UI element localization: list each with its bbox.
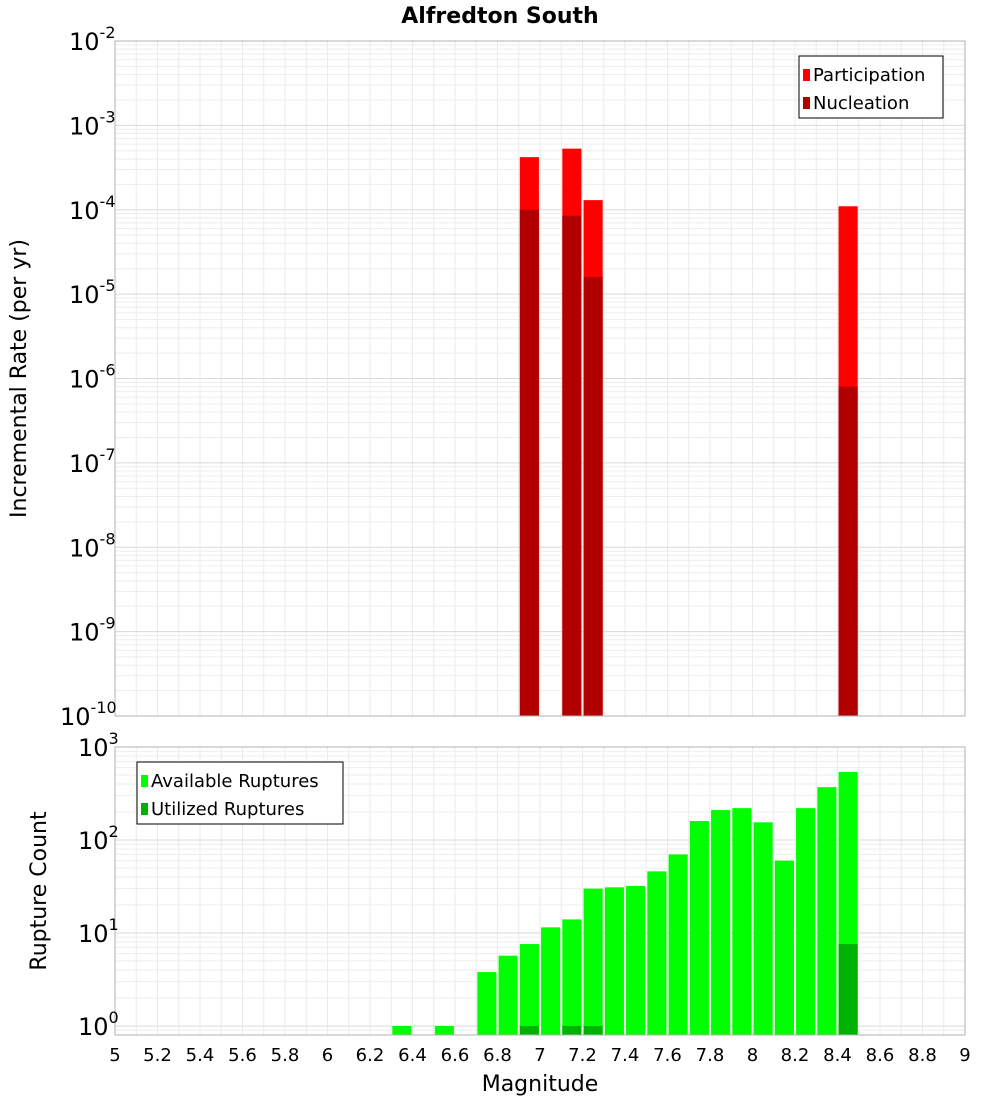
bar-available-ruptures — [477, 972, 497, 1035]
bar-available-ruptures — [519, 944, 539, 1035]
bar-available-ruptures — [626, 886, 646, 1035]
x-tick-label: 7.4 — [611, 1045, 640, 1066]
x-tick-label: 7.2 — [568, 1045, 597, 1066]
x-tick-label: 7.8 — [696, 1045, 725, 1066]
x-tick-label: 7 — [534, 1045, 545, 1066]
legend: Available Ruptures Utilized Ruptures — [136, 761, 344, 825]
x-tick-label: 6.4 — [398, 1045, 427, 1066]
bar-nucleation — [519, 209, 539, 716]
legend-box — [136, 761, 344, 825]
x-tick-label: 7.6 — [653, 1045, 682, 1066]
bar-available-ruptures — [732, 808, 752, 1035]
y-tick-label: 10-3 — [69, 107, 116, 140]
legend-label: Nucleation — [813, 93, 909, 114]
bar-available-ruptures — [753, 822, 773, 1035]
bar-available-ruptures — [583, 888, 603, 1035]
x-tick-label: 8.8 — [908, 1045, 937, 1066]
legend-swatch — [803, 69, 810, 81]
y-tick-label: 10-7 — [69, 445, 116, 478]
x-tick-label: 5.8 — [271, 1045, 300, 1066]
y-tick-label: 10-10 — [60, 698, 117, 731]
bar-utilized-ruptures — [519, 1025, 539, 1035]
x-tick-label: 9 — [959, 1045, 970, 1066]
y-axis-label: Rupture Count — [27, 811, 52, 971]
y-tick-label: 10-9 — [69, 614, 116, 647]
y-tick-label: 100 — [78, 1008, 119, 1041]
x-tick-label: 6 — [322, 1045, 333, 1066]
bar-available-ruptures — [689, 821, 709, 1035]
legend-label: Utilized Ruptures — [151, 799, 304, 820]
legend-swatch — [803, 97, 810, 109]
legend-label: Available Ruptures — [151, 771, 319, 792]
x-tick-label: 5.4 — [186, 1045, 215, 1066]
x-tick-label: 5 — [109, 1045, 120, 1066]
bar-nucleation — [838, 386, 858, 716]
y-tick-label: 10-2 — [69, 23, 116, 56]
x-tick-label: 6.6 — [441, 1045, 470, 1066]
legend-label: Participation — [813, 65, 925, 86]
bar-available-ruptures — [668, 854, 688, 1035]
bar-available-ruptures — [711, 810, 731, 1035]
bar-available-ruptures — [562, 919, 582, 1035]
y-tick-label: 10-4 — [69, 192, 116, 225]
y-tick-label: 10-5 — [69, 276, 116, 309]
y-axis-label: Incremental Rate (per yr) — [7, 239, 32, 518]
y-tick-label: 10-8 — [69, 529, 116, 562]
plot-frame — [114, 746, 966, 1036]
bar-available-ruptures — [774, 860, 794, 1035]
y-tick-label: 101 — [78, 915, 119, 948]
bar-available-ruptures — [647, 871, 667, 1035]
x-tick-label: 8.4 — [823, 1045, 852, 1066]
bar-available-ruptures — [498, 955, 518, 1035]
bar-nucleation — [562, 215, 582, 717]
bar-utilized-ruptures — [838, 944, 858, 1035]
x-axis-ticks: 5 5.2 5.4 5.6 5.8 6 6.2 6.4 6.6 6.8 7 7.2 7.4 7.6 7.8 8… — [109, 1045, 970, 1066]
bar-nucleation — [583, 276, 603, 716]
bar-available-ruptures — [604, 887, 624, 1035]
x-tick-label: 5.2 — [143, 1045, 172, 1066]
x-axis-label: Magnitude — [482, 1072, 599, 1097]
plot-frame — [114, 40, 966, 717]
x-tick-label: 5.6 — [228, 1045, 257, 1066]
bar-available-ruptures — [541, 927, 561, 1035]
x-tick-label: 6.2 — [356, 1045, 385, 1066]
legend-swatch — [141, 803, 148, 815]
bar-available-ruptures — [796, 808, 816, 1035]
y-tick-label: 10-6 — [69, 361, 116, 394]
panel-1: 10-10 10-9 10-8 10-7 10-6 10-5 10-4 10-3 10-2 Inc… — [7, 23, 966, 731]
x-tick-label: 6.8 — [483, 1045, 512, 1066]
y-tick-label: 102 — [78, 822, 119, 855]
bar-available-ruptures — [392, 1025, 412, 1035]
legend-swatch — [141, 775, 148, 787]
x-tick-label: 8.6 — [866, 1045, 895, 1066]
y-tick-label: 103 — [78, 729, 119, 762]
bar-utilized-ruptures — [562, 1025, 582, 1035]
x-tick-label: 8 — [747, 1045, 758, 1066]
legend: Participation Nucleation — [798, 55, 944, 119]
bar-available-ruptures — [434, 1025, 454, 1035]
bar-utilized-ruptures — [583, 1025, 603, 1035]
x-tick-label: 8.2 — [781, 1045, 810, 1066]
panel-2: 100 101 102 103 Rupture Count Available Ruptu… — [27, 729, 966, 1041]
legend-box — [798, 55, 944, 119]
chart-title: Alfredton South — [401, 4, 598, 29]
bar-available-ruptures — [817, 787, 837, 1035]
